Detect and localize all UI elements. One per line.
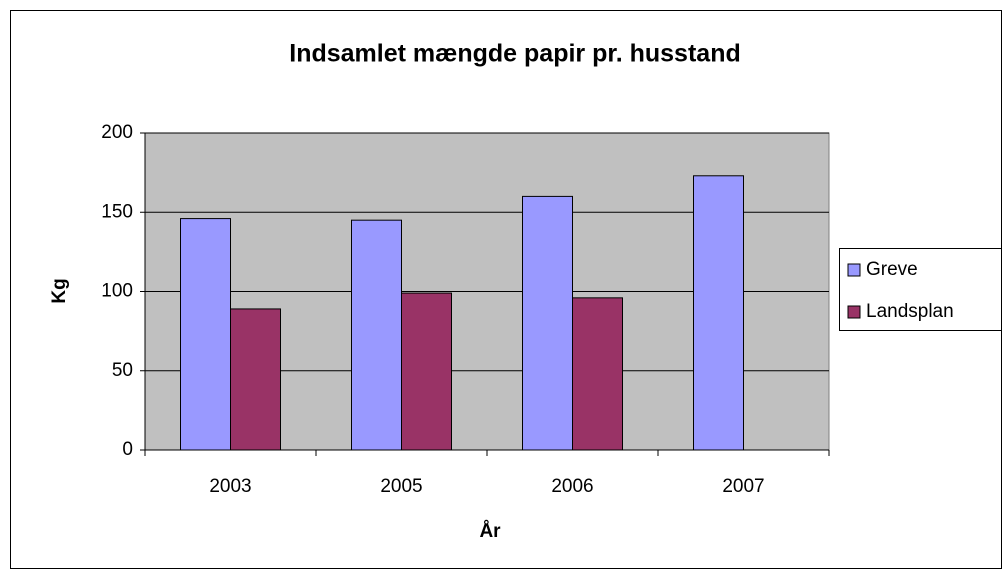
bar [572, 297, 623, 451]
bar [522, 195, 573, 451]
x-tick-label: 2007 [722, 476, 764, 497]
y-tick-label: 150 [101, 201, 133, 222]
bar [351, 219, 402, 451]
y-axis-label: Kg [49, 278, 70, 303]
legend-swatch [847, 305, 861, 319]
legend-box [839, 248, 1002, 331]
legend-swatch [847, 263, 861, 277]
x-tick-label: 2005 [380, 476, 422, 497]
bar [693, 175, 744, 451]
bar [230, 308, 281, 451]
y-tick-label: 200 [101, 122, 133, 143]
legend-label: Greve [866, 259, 918, 280]
x-tick-label: 2006 [551, 476, 593, 497]
x-tick-label: 2003 [209, 476, 251, 497]
bar [180, 218, 231, 451]
chart-title: Indsamlet mængde papir pr. husstand [289, 40, 740, 68]
y-tick-label: 0 [122, 439, 133, 460]
y-tick-label: 50 [112, 360, 133, 381]
x-axis-label: År [479, 521, 501, 542]
bar [401, 292, 452, 451]
legend-label: Landsplan [866, 301, 954, 322]
y-tick-label: 100 [101, 281, 133, 302]
